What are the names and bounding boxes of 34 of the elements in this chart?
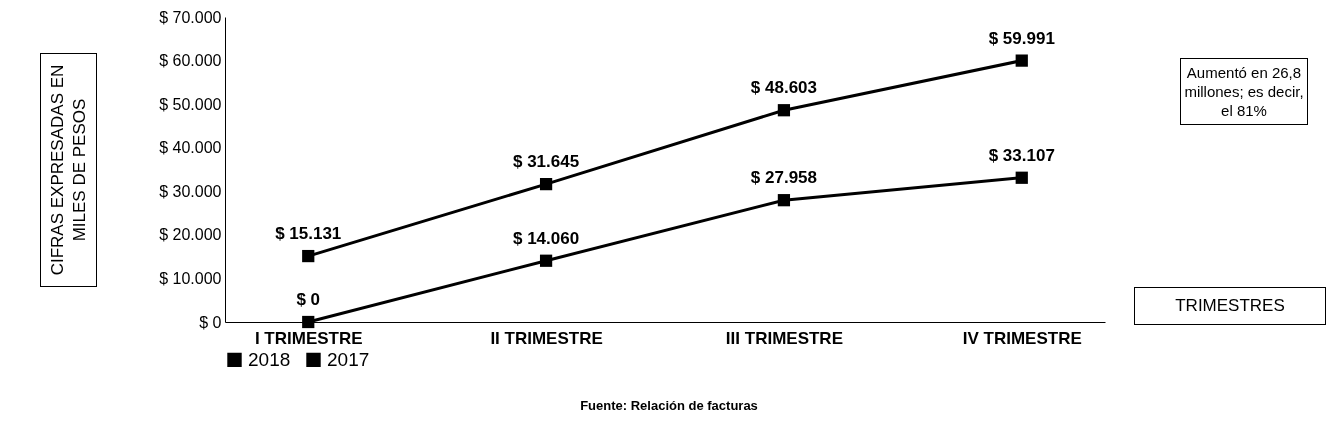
x-tick-label: IV TRIMESTRE (962, 328, 1082, 348)
data-label: $ 59.991 (988, 28, 1055, 48)
x-axis-title: TRIMESTRES (1134, 287, 1326, 325)
y-axis-title: CIFRAS EXPRESADAS EN MILES DE PESOS (48, 64, 90, 276)
x-tick-label: III TRIMESTRE (725, 328, 843, 348)
point (539, 177, 553, 191)
y-tick-label: $ 20.000 (159, 226, 222, 244)
source-note: Fuente: Relación de facturas (579, 398, 759, 413)
data-label: $ 14.060 (512, 228, 580, 248)
x-tick-label: I TRIMESTRE (254, 328, 363, 348)
point (302, 249, 315, 263)
data-label: $ 15.131 (275, 224, 342, 244)
y-tick-label: $ 60.000 (159, 52, 222, 70)
point (539, 254, 553, 267)
y-tick-label: $ 0 (199, 313, 222, 331)
y-tick-label: $ 50.000 (159, 95, 222, 113)
point (1015, 171, 1028, 184)
y-tick-label: $ 70.000 (159, 8, 222, 26)
point (777, 194, 791, 207)
y-tick-label: $ 30.000 (159, 182, 222, 200)
data-label: $ 31.645 (512, 152, 580, 172)
data-label: $ 27.958 (750, 168, 818, 188)
data-label: $ 0 (296, 290, 321, 309)
x-tick-label: II TRIMESTRE (490, 328, 603, 348)
point (1015, 54, 1028, 67)
legend-label: 2017 (327, 348, 370, 370)
point (302, 315, 315, 329)
legend-label: 2018 (248, 348, 291, 370)
y-tick-label: $ 40.000 (159, 139, 222, 157)
data-label: $ 48.603 (750, 78, 818, 98)
point (777, 104, 791, 117)
y-tick-label: $ 10.000 (159, 269, 222, 287)
data-label: $ 33.107 (988, 145, 1055, 165)
text: Aumentó en 26,8 millones; es decir, el 81% (1180, 58, 1308, 125)
